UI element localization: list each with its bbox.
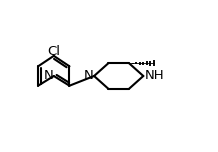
Text: Cl: Cl	[47, 45, 60, 58]
Text: N: N	[83, 69, 93, 83]
Text: N: N	[43, 69, 53, 82]
Text: NH: NH	[145, 69, 164, 83]
